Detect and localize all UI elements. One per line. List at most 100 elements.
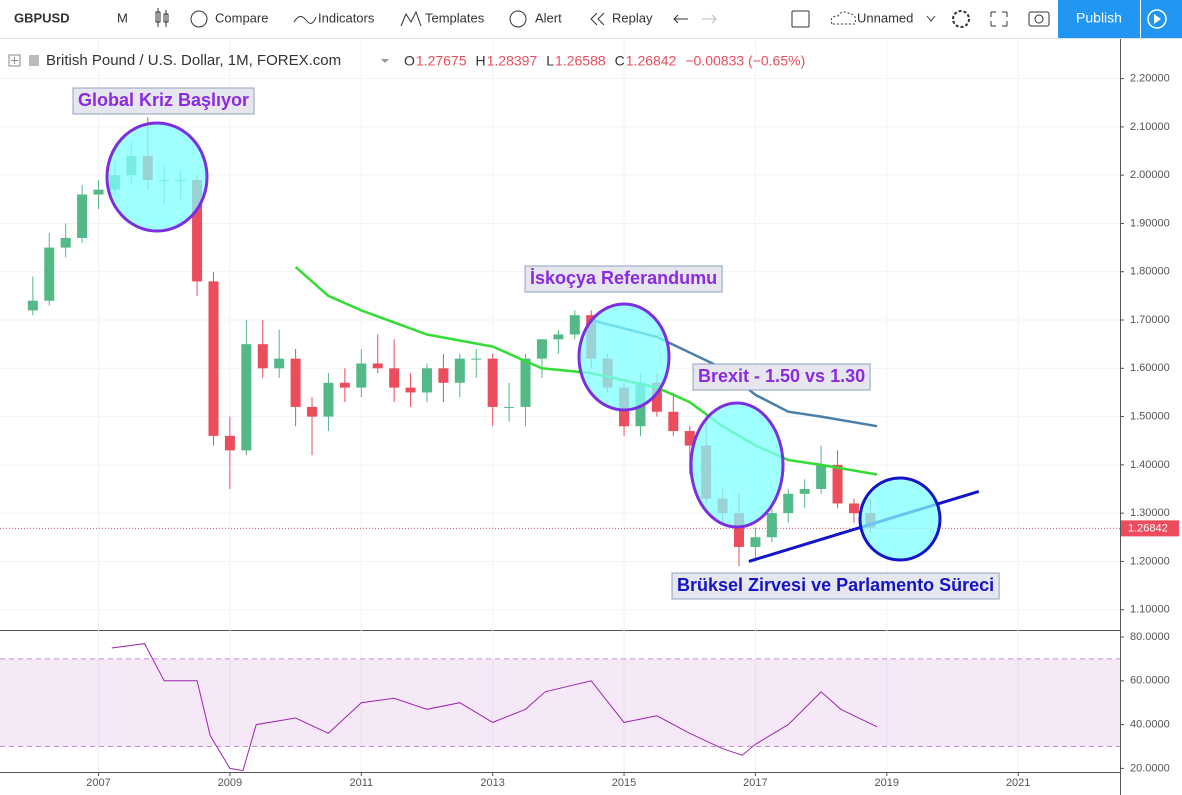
annotation: Brexit - 1.50 vs 1.30: [698, 366, 865, 386]
candle-body: [60, 237, 71, 248]
alert-icon[interactable]: [509, 10, 527, 28]
highlight-circle: [689, 401, 785, 529]
x-tick-label: 2007: [86, 777, 110, 789]
y-tick-label: 1.80000: [1130, 266, 1170, 278]
annotations: Global Kriz Başlıyor İskoçya Referandumu B…: [72, 87, 1000, 600]
layout-icon[interactable]: [791, 10, 810, 28]
templates[interactable]: Templates: [425, 10, 485, 25]
candle-body: [257, 344, 268, 369]
candle-body: [553, 334, 564, 340]
candle-body: [356, 363, 367, 388]
alert[interactable]: Alert: [535, 10, 562, 25]
y-tick-label: 1.10000: [1130, 604, 1170, 616]
rsi-tick-label: 40.0000: [1130, 718, 1170, 730]
layout-menu[interactable]: [926, 15, 936, 22]
x-tick-label: 2021: [1006, 777, 1030, 789]
snapshot-lens: [1034, 14, 1044, 24]
y-tick-label: 1.70000: [1130, 314, 1170, 326]
y-tick-label: 1.60000: [1130, 362, 1170, 374]
y-tick-label: 1.50000: [1130, 410, 1170, 422]
candle-body: [307, 406, 318, 417]
legend-key: C: [615, 53, 625, 69]
candle-body: [848, 503, 859, 514]
candle-body: [224, 435, 235, 451]
x-tick-label: 2011: [349, 777, 373, 789]
settings[interactable]: [952, 10, 970, 28]
candle-body: [241, 344, 252, 451]
compare-icon[interactable]: [190, 10, 208, 28]
x-tick-label: 2019: [875, 777, 899, 789]
rsi-tick-label: 60.0000: [1130, 675, 1170, 687]
candle-body: [208, 281, 219, 436]
annotation: Global Kriz Başlıyor: [78, 90, 249, 110]
title-menu[interactable]: [381, 59, 389, 63]
replay[interactable]: Replay: [612, 10, 653, 25]
undo[interactable]: [673, 14, 688, 24]
legend-value: 1.26588: [555, 53, 606, 69]
candle-body: [389, 368, 400, 388]
compare[interactable]: Compare: [215, 10, 268, 25]
candle-body: [93, 189, 104, 195]
y-tick-label: 1.30000: [1130, 507, 1170, 519]
x-tick-label: 2009: [218, 777, 242, 789]
chart-title: British Pound / U.S. Dollar, 1M, FOREX.c…: [46, 52, 341, 69]
interval[interactable]: M: [117, 10, 128, 25]
candle-body: [192, 180, 203, 282]
candle-body: [783, 493, 794, 514]
layout-name[interactable]: Unnamed: [857, 10, 913, 25]
symbol[interactable]: GBPUSD: [14, 10, 70, 25]
legend-change: −0.00833 (−0.65%): [685, 53, 805, 69]
candle-body: [421, 368, 432, 393]
candle-body: [816, 464, 827, 489]
legend-key: O: [404, 53, 415, 69]
y-tick-label: 1.40000: [1130, 459, 1170, 471]
y-tick-label: 1.20000: [1130, 555, 1170, 567]
candle-body: [684, 431, 695, 446]
last-price-label: 1.26842: [1128, 522, 1168, 534]
rsi-band: [0, 658, 1120, 747]
annotation: İskoçya Referandumu: [530, 268, 717, 288]
fullscreen[interactable]: [990, 11, 1008, 27]
candle-body: [668, 411, 679, 432]
highlight-circle: [577, 302, 671, 412]
play-button[interactable]: [1141, 0, 1182, 38]
candle-body: [290, 358, 301, 407]
highlight-circle: [105, 121, 209, 233]
candle-body: [438, 368, 449, 383]
cloud-icon[interactable]: [830, 11, 856, 25]
grid: [0, 40, 1120, 772]
publish-button[interactable]: [1058, 0, 1140, 38]
candle-body: [536, 339, 547, 359]
legend-value: 1.28397: [487, 53, 538, 69]
legend-key: L: [546, 53, 554, 69]
indicators[interactable]: Indicators: [318, 10, 375, 25]
candle-icon[interactable]: [155, 8, 169, 27]
expand-icon[interactable]: [8, 54, 21, 67]
highlight-circle: [858, 476, 942, 562]
candle-body: [734, 513, 745, 547]
candle-body: [77, 194, 88, 238]
y-tick-label: 2.20000: [1130, 73, 1170, 85]
candle-body: [339, 382, 350, 388]
rsi-tick-label: 20.0000: [1130, 762, 1170, 774]
templates-icon[interactable]: [400, 10, 422, 27]
rsi-line: [111, 643, 878, 772]
candle-body: [44, 247, 55, 301]
legend-value: 1.27675: [416, 53, 467, 69]
annotation-box: [524, 265, 723, 293]
replay-icon[interactable]: [590, 12, 605, 26]
publish[interactable]: Publish: [1076, 10, 1122, 26]
candle-body: [651, 382, 662, 412]
legend: O 1.27675 H 1.28397 L 1.26588 C 1.26842 −0.00833…: [404, 53, 805, 69]
candle-body: [274, 358, 285, 369]
candle-body: [832, 464, 843, 504]
redo[interactable]: [702, 14, 717, 24]
flag-icon: [29, 55, 39, 66]
candle-body: [569, 315, 580, 335]
indicators-icon[interactable]: [293, 16, 317, 24]
candle-body: [405, 387, 416, 393]
snapshot[interactable]: [1028, 11, 1050, 27]
candle-body: [27, 300, 38, 311]
rsi-tick-label: 80.0000: [1130, 631, 1170, 643]
candle-body: [766, 513, 777, 538]
